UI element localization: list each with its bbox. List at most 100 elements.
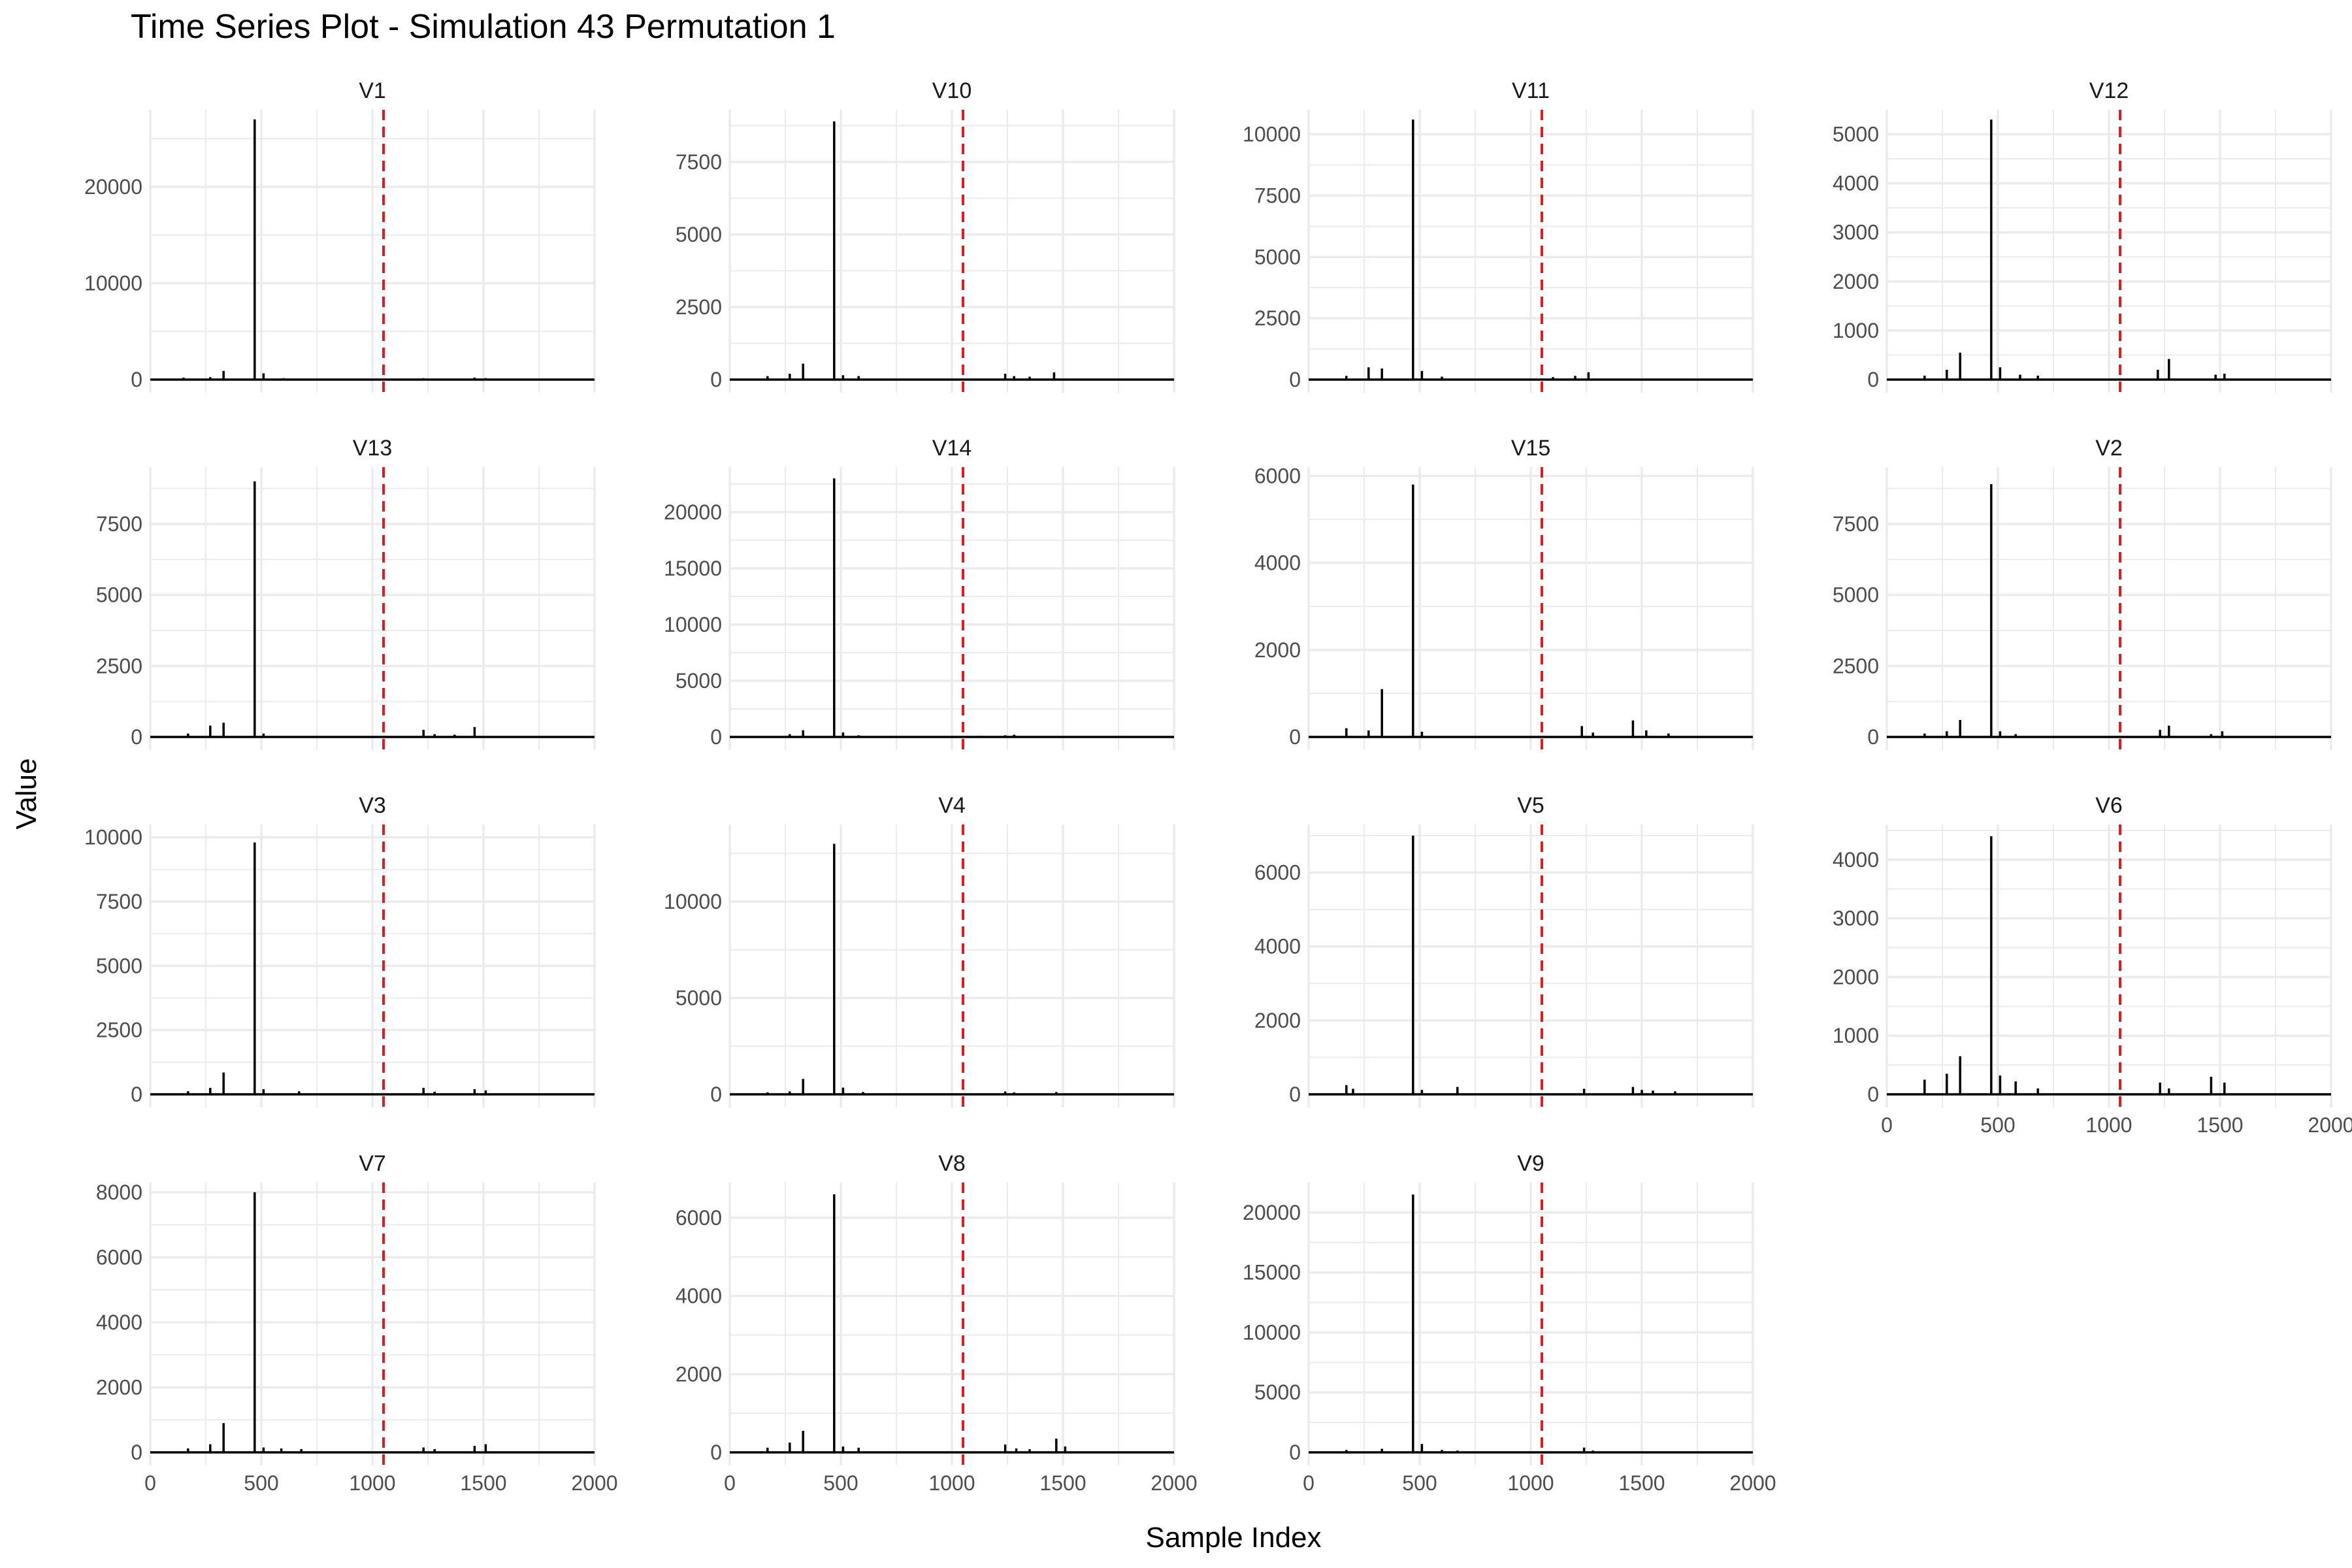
y-tick-label: 10000 [664, 613, 722, 636]
panel-v13: V13 0 2500 5000 7500 [96, 436, 596, 750]
y-tick-label: 0 [710, 1083, 722, 1106]
panel-v15: V15 0 2000 4000 6000 [1254, 436, 1754, 750]
panel-v3: V3 0 2500 5000 7500 10000 [84, 793, 596, 1107]
y-tick-label: 3000 [1833, 221, 1879, 244]
panel-v9: V9 0 5000 10000 15000 20000 0 500 1000 1500 2000 [1243, 1151, 1776, 1495]
panel-v12: V12 0 1000 2000 3000 4000 5000 [1833, 78, 2332, 393]
y-tick-label: 5000 [1254, 245, 1301, 269]
y-tick-label: 0 [1867, 368, 1879, 391]
y-tick-label: 10000 [84, 826, 142, 849]
y-tick-label: 4000 [96, 1311, 142, 1334]
panel-strip-label: V10 [932, 78, 972, 103]
y-tick-label: 7500 [96, 512, 142, 536]
x-tick-label: 1500 [1039, 1471, 1086, 1495]
y-tick-label: 4000 [1254, 935, 1301, 958]
x-tick-label: 0 [144, 1471, 156, 1495]
panel-v7: V7 0 2000 4000 6000 8000 0 500 1000 1500 2000 [96, 1151, 618, 1495]
panel-v11: V11 0 2500 5000 7500 10000 [1243, 78, 1754, 393]
panel-strip-label: V6 [2095, 793, 2123, 818]
panel-v1: V1 0 10000 20000 [84, 78, 596, 393]
y-tick-label: 5000 [676, 223, 722, 246]
y-tick-label: 1000 [1833, 319, 1879, 342]
y-tick-label: 2500 [96, 654, 142, 678]
y-tick-label: 10000 [84, 272, 142, 295]
y-tick-label: 15000 [664, 557, 722, 580]
panel-v6: V6 0 1000 2000 3000 4000 0 500 1000 1500 2000 [1833, 793, 2352, 1137]
y-tick-label: 2500 [676, 295, 722, 319]
y-tick-label: 6000 [1254, 464, 1301, 487]
y-tick-label: 0 [1289, 368, 1301, 391]
x-tick-label: 1500 [2197, 1113, 2243, 1137]
y-tick-label: 5000 [1833, 583, 1879, 607]
y-tick-label: 2500 [1833, 654, 1879, 678]
x-tick-label: 2000 [1151, 1471, 1197, 1495]
x-tick-label: 0 [724, 1471, 736, 1495]
y-tick-label: 1000 [1833, 1024, 1879, 1047]
x-tick-label: 1000 [928, 1471, 975, 1495]
y-tick-label: 6000 [96, 1245, 142, 1269]
y-tick-label: 2000 [676, 1362, 722, 1386]
y-tick-label: 20000 [1243, 1201, 1301, 1224]
facet-panels: V101000020000V100250050007500V1102500500… [84, 78, 2352, 1495]
x-tick-label: 1000 [1507, 1471, 1554, 1495]
y-tick-label: 2000 [1254, 638, 1301, 662]
y-tick-label: 5000 [96, 954, 142, 977]
x-tick-label: 2000 [571, 1471, 617, 1495]
y-tick-label: 0 [1867, 1083, 1879, 1106]
y-tick-label: 2500 [96, 1019, 142, 1042]
y-tick-label: 7500 [1254, 184, 1301, 207]
y-tick-label: 4000 [1833, 848, 1879, 872]
y-tick-label: 2000 [1254, 1009, 1301, 1032]
panel-strip-label: V8 [938, 1151, 966, 1176]
y-tick-label: 0 [710, 368, 722, 391]
y-tick-label: 0 [710, 1441, 722, 1464]
panel-strip-label: V12 [2089, 78, 2129, 103]
y-tick-label: 0 [131, 725, 142, 749]
y-tick-label: 5000 [1254, 1380, 1301, 1404]
panel-strip-label: V14 [932, 436, 972, 461]
x-tick-label: 500 [823, 1471, 858, 1495]
panel-v10: V10 0 2500 5000 7500 [676, 78, 1175, 393]
panel-v14: V14 0 5000 10000 15000 20000 [664, 436, 1175, 750]
panel-strip-label: V5 [1517, 793, 1544, 818]
y-tick-label: 0 [131, 1441, 142, 1464]
y-tick-label: 5000 [96, 583, 142, 607]
x-tick-label: 1500 [1618, 1471, 1665, 1495]
y-tick-label: 2000 [1833, 965, 1879, 988]
y-tick-label: 0 [131, 368, 142, 391]
y-tick-label: 10000 [1243, 1320, 1301, 1344]
chart-title: Time Series Plot - Simulation 43 Permuta… [131, 8, 836, 46]
y-tick-label: 0 [1289, 1083, 1301, 1106]
panel-strip-label: V2 [2095, 436, 2123, 461]
panel-v5: V5 0 2000 4000 6000 [1254, 793, 1754, 1107]
y-tick-label: 6000 [1254, 861, 1301, 885]
y-axis-label: Value [10, 758, 42, 829]
y-tick-label: 0 [131, 1083, 142, 1106]
y-tick-label: 5000 [1833, 123, 1879, 146]
y-tick-label: 8000 [96, 1181, 142, 1204]
y-tick-label: 0 [1867, 725, 1879, 749]
y-tick-label: 5000 [676, 987, 722, 1010]
x-tick-label: 500 [1402, 1471, 1437, 1495]
panel-v2: V2 0 2500 5000 7500 [1833, 436, 2332, 750]
y-tick-label: 10000 [664, 890, 722, 913]
panel-strip-label: V15 [1511, 436, 1551, 461]
y-tick-label: 4000 [1254, 551, 1301, 575]
y-tick-label: 4000 [1833, 172, 1879, 195]
panel-strip-label: V3 [359, 793, 386, 818]
y-tick-label: 15000 [1243, 1261, 1301, 1284]
panel-strip-label: V4 [938, 793, 966, 818]
y-tick-label: 2000 [96, 1375, 142, 1399]
y-tick-label: 3000 [1833, 907, 1879, 930]
y-tick-label: 6000 [676, 1206, 722, 1230]
x-tick-label: 1000 [2085, 1113, 2132, 1137]
y-tick-label: 7500 [1833, 512, 1879, 536]
y-tick-label: 20000 [84, 175, 142, 199]
x-tick-label: 1500 [460, 1471, 506, 1495]
y-tick-label: 10000 [1243, 123, 1301, 146]
x-axis-label: Sample Index [1145, 1522, 1321, 1554]
y-tick-label: 2500 [1254, 306, 1301, 330]
x-tick-label: 500 [1980, 1113, 2015, 1137]
